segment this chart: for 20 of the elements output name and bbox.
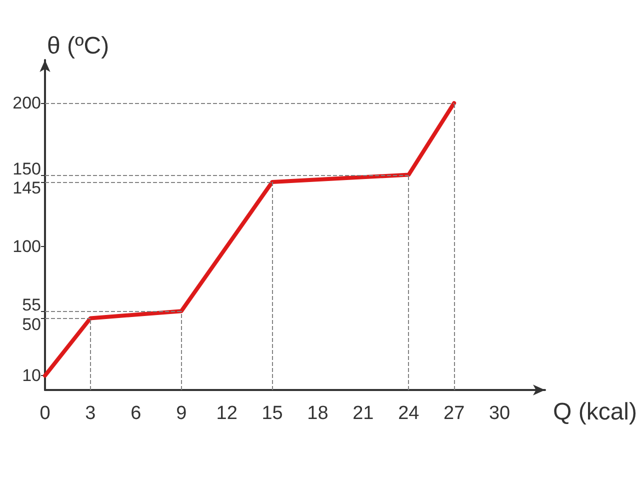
x-axis-title: Q (kcal) bbox=[553, 398, 637, 426]
y-tick-label: 150 bbox=[12, 159, 41, 178]
y-tick-label: 200 bbox=[12, 94, 41, 113]
y-tick-label: 145 bbox=[12, 178, 41, 198]
x-tick-label: 3 bbox=[85, 403, 96, 424]
x-tick-label: 0 bbox=[40, 403, 50, 424]
y-tick-label: 50 bbox=[22, 314, 41, 334]
x-tick-label: 12 bbox=[216, 403, 238, 424]
x-tick-label: 21 bbox=[352, 403, 374, 424]
y-axis-title: θ (ºC) bbox=[47, 32, 110, 60]
x-tick-label: 6 bbox=[130, 403, 142, 424]
x-tick-label: 9 bbox=[176, 403, 187, 424]
x-tick-label: 30 bbox=[488, 403, 510, 424]
y-tick-label: 100 bbox=[12, 237, 41, 256]
x-tick-label: 27 bbox=[444, 403, 465, 424]
x-tick-label: 18 bbox=[307, 403, 328, 424]
x-tick-label: 15 bbox=[262, 403, 283, 424]
y-tick-label: 55 bbox=[22, 296, 41, 315]
y-tick-label: 10 bbox=[22, 366, 41, 386]
x-tick-label: 24 bbox=[398, 403, 420, 424]
